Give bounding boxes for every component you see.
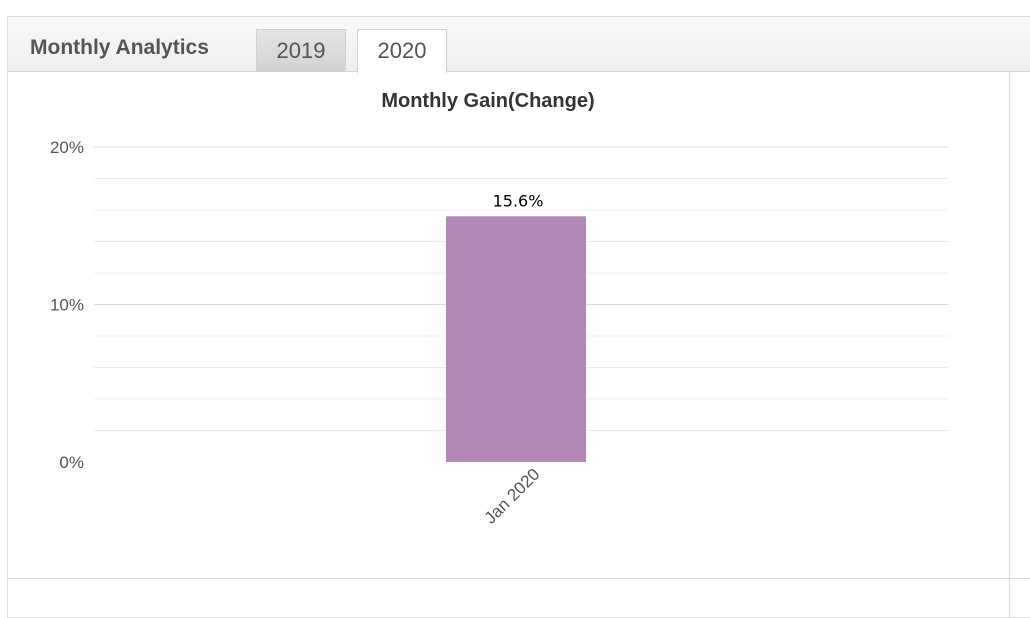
- y-tick-label: 20%: [50, 138, 84, 157]
- x-tick-label: Jan 2020: [481, 465, 544, 528]
- widget-title: Monthly Analytics: [30, 36, 209, 59]
- chart-title: Monthly Gain(Change): [381, 90, 595, 112]
- chart-bar: [446, 216, 586, 462]
- y-tick-label: 0%: [59, 453, 84, 472]
- analytics-widget: Monthly Analytics 2019 2020: [7, 16, 1030, 618]
- tab-2020[interactable]: 2020: [357, 29, 447, 73]
- widget-header: Monthly Analytics 2019 2020: [8, 17, 1030, 73]
- tab-2019[interactable]: 2019: [256, 29, 346, 72]
- y-tick-label: 10%: [50, 296, 84, 315]
- bar-chart: 0% 10% 20% 15.6% Jan 2020: [50, 138, 948, 528]
- bar-data-label: 15.6%: [493, 191, 544, 210]
- content-footer-divider: [8, 578, 1030, 579]
- content-divider: [1009, 72, 1010, 617]
